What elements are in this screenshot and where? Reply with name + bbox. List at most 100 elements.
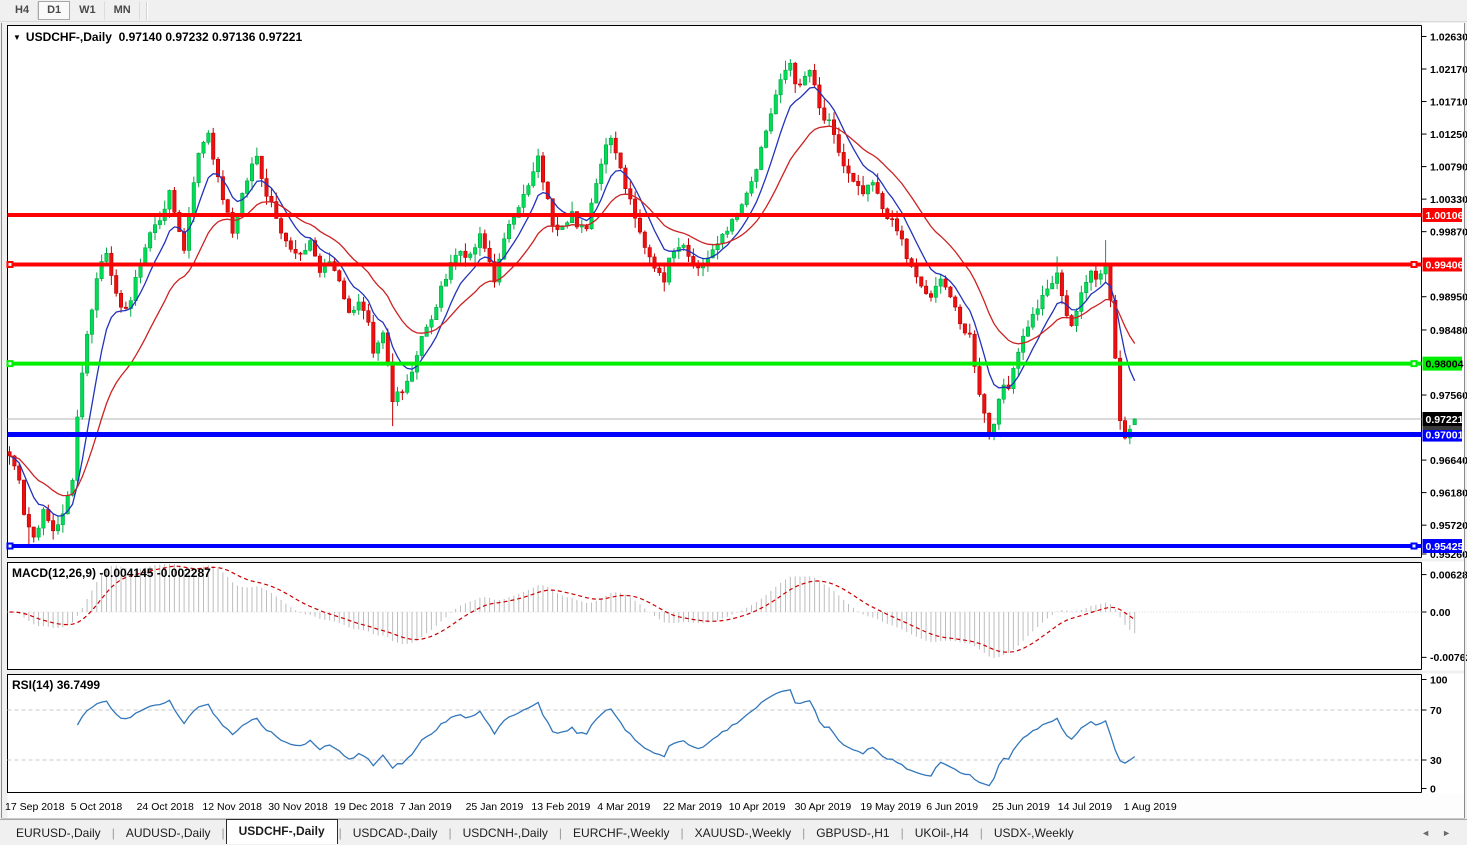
- symbol-tab-usdcnh-daily[interactable]: USDCNH-,Daily: [462, 825, 548, 840]
- price-box-0.99406: [1422, 257, 1462, 272]
- price-tick-label: 0.95720: [1430, 520, 1467, 532]
- symbol-tab-eurusd-daily[interactable]: EURUSD-,Daily: [16, 825, 101, 840]
- symbol-tab-ukoil-h4[interactable]: UKOil-,H4: [914, 825, 969, 840]
- date-label: 6 Jun 2019: [926, 801, 978, 813]
- symbol-tab-bar: EURUSD-,Daily | AUDUSD-,Daily | USDCHF-,Dail…: [0, 819, 1467, 845]
- macd-signal-value: -0.002287: [156, 566, 211, 580]
- date-label: 24 Oct 2018: [137, 801, 194, 813]
- timeframe-toolbar: H4 D1 W1 MN: [0, 0, 1467, 22]
- price-tick-label: 0.96640: [1430, 455, 1467, 467]
- symbol-tab-xauusd-weekly[interactable]: XAUUSD-,Weekly: [694, 825, 792, 840]
- tab-separator: |: [802, 825, 806, 840]
- ask-price-sliver: [1422, 426, 1462, 430]
- date-label: 12 Nov 2018: [202, 801, 262, 813]
- candles-group: [7, 59, 1137, 546]
- symbol-tab-gbpusd-h1[interactable]: GBPUSD-,H1: [816, 825, 890, 840]
- symbol-tab-eurchf-weekly[interactable]: EURCHF-,Weekly: [573, 825, 670, 840]
- symbol-tab-usdx-weekly[interactable]: USDX-,Weekly: [993, 825, 1074, 840]
- rsi-line: [76, 689, 1136, 787]
- symbol-tab-audusd-daily[interactable]: AUDUSD-,Daily: [125, 825, 211, 840]
- macd-pane: [7, 562, 1422, 670]
- rsi-tick-label: 100: [1430, 674, 1448, 686]
- tab-separator: |: [221, 825, 225, 840]
- chart-ohlc-values: 0.97140 0.97232 0.97136 0.97221: [118, 30, 303, 44]
- hline-handle-center: [8, 262, 12, 266]
- hline-handle-center: [8, 362, 12, 366]
- price-box-1.00106: [1422, 207, 1462, 222]
- rsi-tick-label: 70: [1430, 705, 1442, 717]
- price-box-label: 1.00106: [1426, 210, 1464, 222]
- tab-separator: |: [900, 825, 904, 840]
- tab-separator: |: [979, 825, 983, 840]
- price-tick-label: 1.01250: [1430, 129, 1467, 141]
- current-price-box: [1422, 412, 1462, 426]
- macd-tick-label: 0.00: [1430, 607, 1451, 619]
- date-label: 22 Mar 2019: [663, 801, 722, 813]
- macd-histogram: [13, 564, 1136, 659]
- macd-tick-label: 0.006286: [1430, 569, 1467, 581]
- hline-handle-center: [1412, 544, 1416, 548]
- tab-separator: |: [680, 825, 684, 840]
- date-label: 25 Jan 2019: [466, 801, 524, 813]
- price-box-label: 0.98004: [1426, 359, 1464, 371]
- chart-title: ▼ USDCHF-,Daily 0.97140 0.97232 0.97136 0…: [13, 30, 302, 44]
- tab-scroll-controls: ◄ ►: [1421, 828, 1451, 838]
- tab-separator: |: [338, 825, 342, 840]
- date-label: 30 Apr 2019: [795, 801, 852, 813]
- macd-main-value: -0.004145: [99, 566, 154, 580]
- tab-separator: |: [558, 825, 563, 840]
- hline-handle-center: [1412, 262, 1416, 266]
- rsi-value: 36.7499: [56, 678, 101, 692]
- rsi-name: RSI(14): [12, 678, 54, 692]
- price-tick-label: 1.00790: [1430, 161, 1467, 173]
- timeframe-button-d1[interactable]: D1: [38, 1, 71, 20]
- date-label: 4 Mar 2019: [597, 801, 650, 813]
- date-label: 1 Aug 2019: [1124, 801, 1177, 813]
- date-axis-strip: [7, 793, 1464, 818]
- rsi-title: RSI(14) 36.7499: [12, 678, 100, 692]
- symbol-tabs: EURUSD-,Daily | AUDUSD-,Daily | USDCHF-,Dail…: [6, 819, 1084, 844]
- price-box-label: 0.97001: [1426, 430, 1464, 442]
- tab-scroll-right-button[interactable]: ►: [1442, 827, 1451, 838]
- rsi-tick-label: 30: [1430, 755, 1442, 767]
- pane-splitter: [2, 558, 1464, 562]
- price-tick-label: 0.96180: [1430, 487, 1467, 499]
- timeframe-button-w1[interactable]: W1: [70, 1, 105, 20]
- date-label: 19 May 2019: [860, 801, 921, 813]
- price-tick-label: 1.02170: [1430, 64, 1467, 76]
- date-label: 30 Nov 2018: [268, 801, 328, 813]
- date-label: 25 Jun 2019: [992, 801, 1050, 813]
- tab-separator: |: [448, 825, 452, 840]
- timeframe-button-mn[interactable]: MN: [105, 1, 140, 20]
- date-label: 5 Oct 2018: [71, 801, 123, 813]
- date-label: 13 Feb 2019: [531, 801, 590, 813]
- rsi-tick-label: 0: [1430, 783, 1436, 795]
- price-box-0.95425: [1422, 539, 1462, 554]
- rsi-pane: [7, 674, 1422, 793]
- symbol-dropdown-icon[interactable]: ▼: [13, 33, 21, 42]
- tab-scroll-left-button[interactable]: ◄: [1421, 827, 1431, 838]
- price-box-0.97001: [1422, 427, 1462, 442]
- date-label: 19 Dec 2018: [334, 801, 394, 813]
- price-tick-label: 0.99870: [1430, 226, 1467, 238]
- date-label: 17 Sep 2018: [5, 801, 65, 813]
- macd-title: MACD(12,26,9) -0.004145 -0.002287: [12, 566, 211, 580]
- price-box-label: 0.95425: [1426, 541, 1464, 553]
- chart-symbol-label: USDCHF-,Daily: [25, 30, 112, 44]
- macd-tick-label: -0.00762: [1430, 652, 1467, 664]
- pane-splitter: [2, 670, 1464, 674]
- timeframe-button-h4[interactable]: H4: [6, 1, 39, 20]
- price-box-label: 0.99406: [1426, 259, 1464, 271]
- main-chart-pane: [7, 25, 1422, 558]
- hline-handle-center: [8, 544, 12, 548]
- date-label: 7 Jan 2019: [400, 801, 452, 813]
- symbol-tab-usdcad-daily[interactable]: USDCAD-,Daily: [352, 825, 438, 840]
- price-tick-label: 1.00330: [1430, 194, 1467, 206]
- date-label: 10 Apr 2019: [729, 801, 786, 813]
- current-price-label: 0.97221: [1426, 414, 1464, 426]
- price-tick-label: 1.01710: [1430, 96, 1467, 108]
- symbol-tab-usdchf-daily[interactable]: USDCHF-,Daily: [225, 819, 338, 844]
- macd-name: MACD(12,26,9): [12, 566, 97, 580]
- date-label: 14 Jul 2019: [1058, 801, 1112, 813]
